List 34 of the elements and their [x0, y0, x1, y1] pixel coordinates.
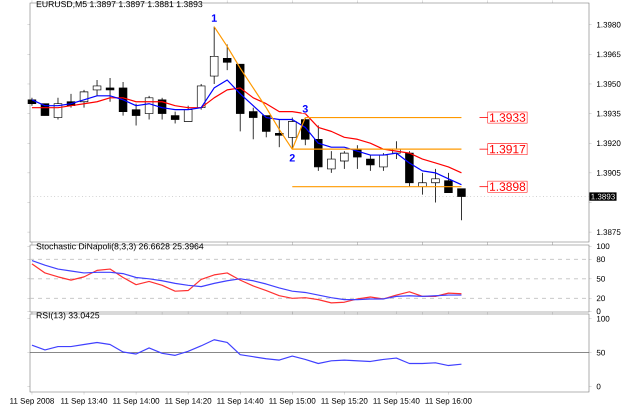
annotation: 2 — [290, 154, 295, 162]
y-tick-label: 1.3905 — [596, 170, 621, 176]
x-tick-label: 11 Sep 15:20 — [321, 398, 368, 406]
y-tick-label: 100 — [596, 243, 610, 250]
annotation: 3 — [302, 105, 308, 113]
y-tick-label: 50 — [596, 276, 605, 282]
text: 1.3917 — [490, 144, 526, 154]
y-tick-label: 1.3920 — [596, 140, 621, 146]
text: 1.3933 — [490, 113, 526, 122]
x-tick-label: 11 Sep 2008 — [10, 398, 54, 406]
x-tick-label: 11 Sep 14:20 — [165, 398, 212, 406]
y-tick-label: 1.3950 — [596, 81, 621, 87]
y-tick-label: 80 — [596, 256, 605, 262]
x-tick-label: 11 Sep 15:00 — [269, 398, 316, 406]
y-tick-label: 50 — [596, 350, 605, 356]
ref-line-label: 1.3893 — [591, 194, 615, 200]
x-tick-label: 11 Sep 14:40 — [217, 398, 264, 406]
y-tick-label: 1.3980 — [596, 22, 621, 28]
x-tick-label: 11 Sep 14:00 — [113, 398, 160, 406]
x-tick-label: 11 Sep 15:40 — [373, 398, 420, 406]
y-tick-label: 1.3935 — [596, 110, 621, 116]
y-tick-label: 0 — [596, 308, 601, 314]
x-tick-label: 11 Sep 13:40 — [61, 398, 108, 406]
y-tick-label: 100 — [596, 316, 610, 322]
x-tick-label: 11 Sep 16:00 — [426, 398, 472, 406]
annotation: 1 — [212, 14, 217, 22]
y-tick-label: 20 — [596, 295, 605, 302]
chart-title: Stochastic DiNapoli(8,3,3) 26.6628 25.3964 — [36, 243, 204, 252]
y-tick-label: 1.3875 — [596, 229, 621, 235]
text: 1.3898 — [490, 182, 526, 191]
y-tick-label: 1.3965 — [596, 52, 621, 58]
y-tick-label: 0 — [596, 384, 601, 390]
chart-title: EURUSD,M5 1.3897 1.3897 1.3881 1.3893 — [36, 1, 202, 8]
chart-title: RSI(13) 33.0425 — [36, 312, 100, 320]
